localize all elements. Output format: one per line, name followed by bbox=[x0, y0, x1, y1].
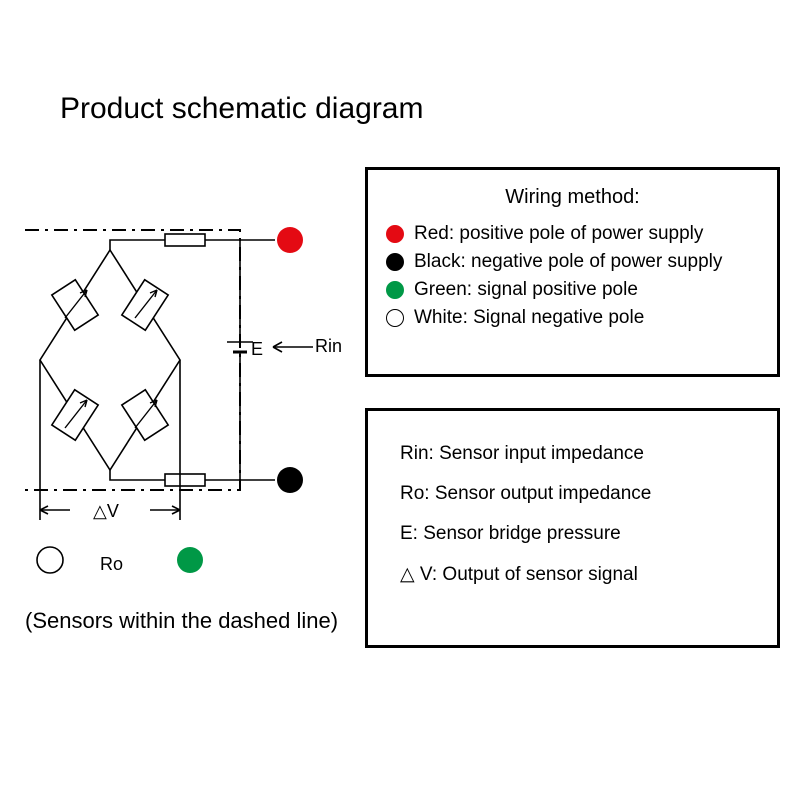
label-Ro: Ro bbox=[100, 554, 123, 574]
wiring-row-black: Black: negative pole of power supply bbox=[386, 251, 759, 273]
wiring-row-white: White: Signal negative pole bbox=[386, 307, 759, 329]
wiring-panel-title: Wiring method: bbox=[386, 186, 759, 209]
bridge bbox=[40, 250, 180, 470]
wiring-dot-red bbox=[386, 225, 404, 243]
terminal-white-dot bbox=[37, 547, 63, 573]
definitions-panel: Rin: Sensor input impedance Ro: Sensor o… bbox=[365, 408, 780, 648]
label-E: E bbox=[251, 339, 263, 359]
terminal-red-dot bbox=[277, 227, 303, 253]
def-e: E: Sensor bridge pressure bbox=[386, 523, 759, 545]
def-rin: Rin: Sensor input impedance bbox=[386, 443, 759, 465]
wiring-text-red: Red: positive pole of power supply bbox=[414, 223, 703, 245]
wiring-row-red: Red: positive pole of power supply bbox=[386, 223, 759, 245]
page-title: Product schematic diagram bbox=[60, 92, 424, 126]
wiring-panel: Wiring method: Red: positive pole of pow… bbox=[365, 167, 780, 377]
wiring-dot-green bbox=[386, 281, 404, 299]
wiring-row-green: Green: signal positive pole bbox=[386, 279, 759, 301]
dv-taps bbox=[40, 360, 180, 520]
lead-top bbox=[110, 234, 275, 250]
dashed-boundary bbox=[25, 230, 240, 490]
lead-bottom bbox=[110, 470, 275, 486]
schematic-diagram: E Rin △V Ro bbox=[15, 190, 350, 610]
def-dv: △ V: Output of sensor signal bbox=[386, 563, 759, 586]
wiring-dot-white bbox=[386, 309, 404, 327]
def-ro: Ro: Sensor output impedance bbox=[386, 483, 759, 505]
label-dV: △V bbox=[93, 501, 119, 521]
wiring-text-black: Black: negative pole of power supply bbox=[414, 251, 722, 273]
battery-E bbox=[227, 240, 253, 480]
wiring-dot-black bbox=[386, 253, 404, 271]
wiring-text-white: White: Signal negative pole bbox=[414, 307, 644, 329]
wiring-text-green: Green: signal positive pole bbox=[414, 279, 638, 301]
schematic-caption: (Sensors within the dashed line) bbox=[25, 608, 338, 634]
terminal-green-dot bbox=[177, 547, 203, 573]
terminal-black-dot bbox=[277, 467, 303, 493]
rin-arrow bbox=[273, 342, 313, 352]
page: Product schematic diagram bbox=[0, 0, 800, 800]
label-Rin: Rin bbox=[315, 336, 342, 356]
schematic-svg: E Rin △V Ro bbox=[15, 190, 350, 610]
